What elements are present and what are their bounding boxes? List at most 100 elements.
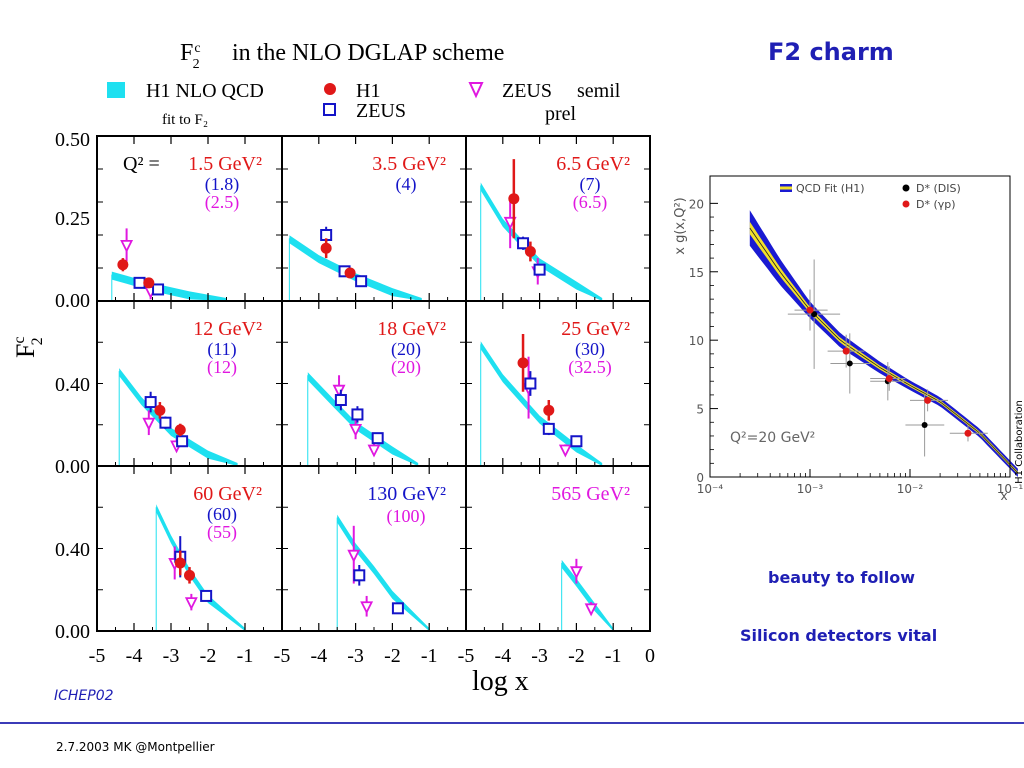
qcd-fit-central-line: [749, 227, 1019, 474]
qcd-fit-band: [337, 514, 430, 631]
note-beauty: beauty to follow: [768, 568, 916, 587]
y-tick-label: 0.50: [55, 129, 90, 151]
y-axis-label-sup: c: [11, 336, 28, 343]
zeus-point: [176, 435, 189, 448]
x-tick-label: 10⁻²: [897, 482, 924, 496]
zeus-point: [152, 283, 165, 296]
legend-semil-word: semil: [577, 80, 621, 102]
q2-semil-label: (100): [387, 506, 426, 527]
y-tick-label: 5: [696, 403, 704, 417]
x-tick-label: -3: [531, 645, 548, 667]
zeus-point: [133, 276, 146, 289]
footer-rule: [0, 722, 1024, 724]
dis-point: [811, 311, 818, 318]
f2c-panel-grid: Fc 2 in the NLO DGLAP scheme H1 NLO QCD fit …: [11, 40, 655, 697]
h1-point: [344, 267, 356, 279]
q2-semil-label: 565 GeV²: [551, 483, 630, 505]
h1-point: [117, 259, 129, 271]
semil-point: [558, 444, 572, 458]
h1-point: [517, 357, 529, 369]
qcd-fit-band: [289, 235, 422, 301]
legend-band-label: H1 NLO QCD: [146, 80, 264, 102]
note-silicon: Silicon detectors vital: [740, 626, 938, 645]
zeus-point: [351, 408, 364, 421]
q2-zeus-label: (1.8): [205, 174, 240, 195]
legend-h1-marker: [324, 83, 336, 95]
q2-semil-label: (32.5): [568, 357, 612, 378]
chart-title-sup: c: [194, 41, 200, 56]
semil-point: [347, 549, 361, 563]
x-tick-label: -2: [384, 645, 401, 667]
gp-point: [806, 306, 814, 314]
x-axis-label: log x: [472, 666, 529, 697]
semil-point: [120, 240, 134, 253]
q2-h1-label: 25 GeV²: [561, 318, 630, 340]
panel-5: 18 GeV²(20)(20): [281, 300, 467, 467]
qcd-fit-band: [307, 372, 419, 466]
chart-title: in the NLO DGLAP scheme: [232, 40, 504, 66]
h1-point: [524, 246, 536, 257]
x-tick-label: -4: [494, 645, 511, 667]
q2-prefix: Q² =: [123, 153, 160, 175]
q2-semil-label: (6.5): [573, 192, 608, 213]
x-tick-label: -1: [237, 645, 254, 667]
x-tick-label: -2: [568, 645, 585, 667]
chart-title-symbol: Fc 2: [180, 40, 201, 72]
h1-point: [543, 404, 555, 416]
qcd-fit-band: [111, 271, 227, 301]
y-tick-label: 0.00: [55, 456, 90, 478]
legend-dis-label: D* (DIS): [916, 182, 961, 195]
x-tick-label: -1: [421, 645, 438, 667]
y-tick-label: 0.40: [55, 539, 90, 561]
q2-h1-label: 12 GeV²: [193, 318, 262, 340]
panel-6: 25 GeV²(30)(32.5): [465, 300, 651, 467]
collaboration-label: H1 Collaboration: [1014, 400, 1024, 484]
h1-point: [154, 404, 166, 416]
x-tick-label: 10⁻⁴: [697, 482, 724, 496]
q2-h1-label: 6.5 GeV²: [556, 153, 630, 175]
h1-point: [143, 277, 155, 289]
x-tick-label: -3: [163, 645, 180, 667]
x-tick-label: 10⁻¹: [997, 482, 1024, 496]
y-tick-label: 15: [689, 266, 704, 280]
gp-point: [842, 347, 850, 355]
legend-band-label: QCD Fit (H1): [796, 182, 865, 195]
zeus-point: [570, 435, 583, 448]
legend-zeus-marker: [323, 103, 336, 116]
y-tick-label: 0.40: [55, 374, 90, 396]
y-tick-label: 10: [689, 334, 704, 348]
panel-3: 6.5 GeV²(7)(6.5): [465, 135, 651, 302]
x-tick-label: 0: [645, 645, 655, 667]
semil-point: [360, 601, 374, 615]
x-tick-label: -5: [274, 645, 291, 667]
semil-point: [584, 603, 598, 617]
y-axis-label: Fc2: [11, 336, 46, 358]
h1-point: [320, 242, 332, 254]
gp-point: [885, 374, 893, 382]
qcd-fit-band-inner: [749, 221, 1018, 475]
x-tick-label: -5: [89, 645, 106, 667]
x-tick-label: 10⁻³: [797, 482, 824, 496]
y-axis-label-sub: 2: [29, 337, 46, 345]
gluon-density-chart: 0 5 10 15 20 10⁻⁴ 10⁻³ 10⁻² 10⁻¹x x g(x,Q²) QCD Fi…: [673, 175, 1024, 503]
semil-point: [349, 423, 363, 437]
y-tick-label: 0.00: [55, 621, 90, 643]
q2-zeus-label: 130 GeV²: [367, 483, 446, 505]
panel-9: 565 GeV²: [465, 465, 651, 632]
zeus-point: [533, 263, 546, 276]
zeus-point: [371, 432, 384, 445]
semil-point: [569, 566, 583, 580]
zeus-point: [159, 416, 172, 429]
x-tick-label: -2: [200, 645, 217, 667]
q2-annotation: Q²=20 GeV²: [730, 430, 815, 446]
zeus-point: [542, 422, 555, 435]
legend-h1-label: H1: [356, 80, 380, 102]
qcd-fit-band: [561, 559, 614, 631]
panel-2: 3.5 GeV²(4): [281, 135, 467, 302]
legend-prel-label: prel: [545, 103, 577, 125]
q2-h1-label: 60 GeV²: [193, 483, 262, 505]
h1-point: [184, 569, 195, 581]
conference-label: ICHEP02: [54, 688, 114, 704]
